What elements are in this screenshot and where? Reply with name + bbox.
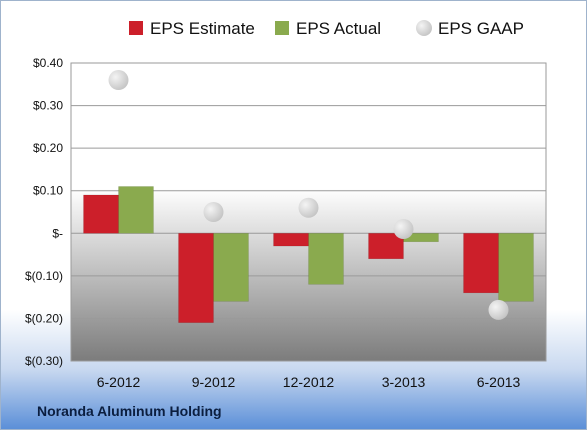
y-tick-label: $(0.20)	[25, 311, 63, 325]
x-tick-label: 12-2012	[283, 374, 335, 390]
bar-eps-actual	[498, 233, 534, 302]
y-tick-label: $-	[52, 226, 63, 240]
y-tick-label: $0.10	[33, 184, 63, 198]
legend-label: EPS Estimate	[150, 19, 255, 38]
y-tick-label: $0.40	[33, 56, 63, 70]
y-tick-label: $(0.30)	[25, 354, 63, 368]
point-eps-gaap	[393, 219, 414, 240]
legend-label: EPS Actual	[296, 19, 381, 38]
bar-eps-actual	[213, 233, 249, 302]
y-tick-label: $0.30	[33, 99, 63, 113]
legend-swatch	[275, 21, 289, 35]
point-eps-gaap	[203, 202, 224, 222]
bar-eps-estimate	[178, 233, 214, 323]
bar-eps-estimate	[273, 233, 309, 247]
bar-eps-actual	[308, 233, 344, 285]
x-tick-label: 6-2013	[477, 374, 521, 390]
bar-eps-actual	[118, 186, 154, 234]
company-name: Noranda Aluminum Holding	[37, 403, 222, 419]
x-tick-label: 6-2012	[97, 374, 141, 390]
bar-eps-estimate	[368, 233, 404, 260]
y-tick-label: $(0.10)	[25, 269, 63, 283]
x-tick-label: 3-2013	[382, 374, 426, 390]
point-eps-gaap	[298, 197, 319, 218]
point-eps-gaap	[488, 299, 509, 320]
bar-eps-estimate	[83, 194, 119, 234]
legend-swatch	[416, 20, 432, 36]
legend-swatch	[129, 21, 143, 35]
y-tick-label: $0.20	[33, 141, 63, 155]
point-eps-gaap	[108, 70, 129, 91]
x-tick-label: 9-2012	[192, 374, 236, 390]
legend-label: EPS GAAP	[438, 19, 524, 38]
bar-eps-estimate	[463, 233, 499, 294]
